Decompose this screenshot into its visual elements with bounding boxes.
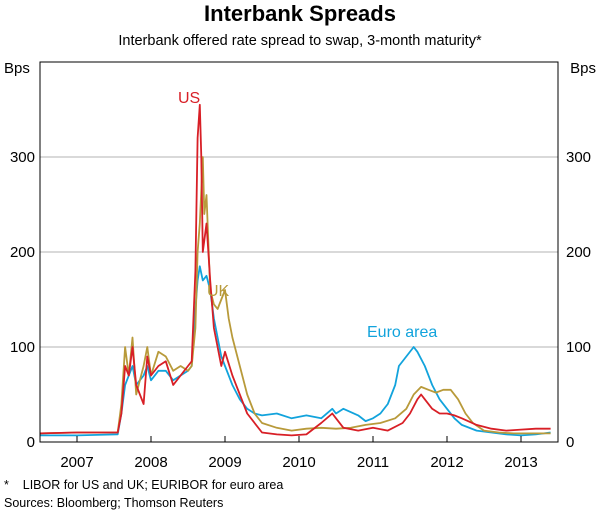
y-tick-right-0: 0 <box>566 434 574 451</box>
x-tick-2008: 2008 <box>134 454 167 471</box>
series-label-euro-area: Euro area <box>367 324 437 341</box>
gridlines <box>40 156 558 348</box>
y-tick-left-200: 200 <box>10 244 35 261</box>
sources: Sources: Bloomberg; Thomson Reuters <box>4 496 223 510</box>
x-tick-2013: 2013 <box>504 454 537 471</box>
y-axis-ticks: 0 0 100 100 200 200 300 300 <box>10 149 591 451</box>
series-line-us <box>39 103 551 437</box>
y-tick-right-100: 100 <box>566 339 591 356</box>
footnote: * LIBOR for US and UK; EURIBOR for euro … <box>4 478 283 492</box>
x-tick-2009: 2009 <box>208 454 241 471</box>
y-tick-right-200: 200 <box>566 244 591 261</box>
chart-subtitle: Interbank offered rate spread to swap, 3… <box>118 33 482 49</box>
series-label-us: US <box>178 90 200 107</box>
series-lines <box>39 103 551 437</box>
y-tick-left-300: 300 <box>10 149 35 166</box>
x-tick-2010: 2010 <box>282 454 315 471</box>
series-label-uk: UK <box>207 283 230 300</box>
y-tick-left-0: 0 <box>27 434 35 451</box>
x-axis-ticks: 2007 2008 2009 2010 2011 2012 2013 <box>60 436 538 471</box>
x-tick-2011: 2011 <box>357 454 389 471</box>
series-line-uk <box>39 156 551 435</box>
y-tick-left-100: 100 <box>10 339 35 356</box>
x-tick-2007: 2007 <box>60 454 93 471</box>
y-axis-unit-right: Bps <box>570 60 596 77</box>
x-tick-2012: 2012 <box>430 454 463 471</box>
chart-title: Interbank Spreads <box>204 1 396 26</box>
series-line-euro-area <box>40 265 551 437</box>
y-axis-unit-left: Bps <box>4 60 30 77</box>
series-labels: US UK Euro area <box>178 90 437 341</box>
y-tick-right-300: 300 <box>566 149 591 166</box>
